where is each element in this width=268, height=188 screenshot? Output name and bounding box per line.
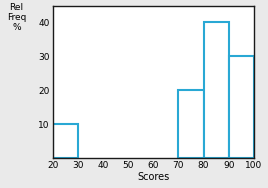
Bar — [203, 23, 229, 158]
Bar — [178, 90, 203, 158]
X-axis label: Scores: Scores — [137, 172, 169, 182]
Bar — [229, 56, 254, 158]
Y-axis label: Rel
Freq
%: Rel Freq % — [7, 2, 26, 32]
Bar — [53, 124, 78, 158]
